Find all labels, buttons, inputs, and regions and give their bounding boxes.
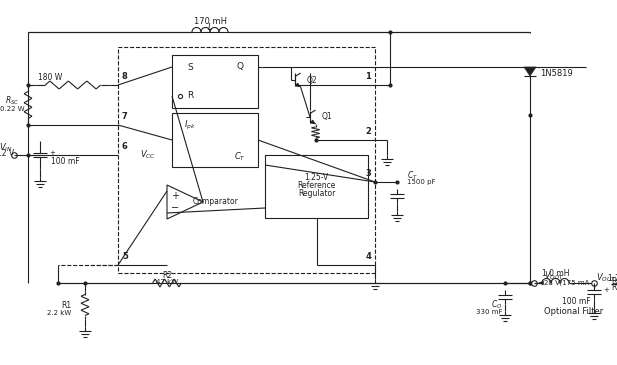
Text: +: +: [171, 191, 179, 201]
Text: 4: 4: [365, 252, 371, 261]
Text: 28 V/175 mA: 28 V/175 mA: [544, 280, 589, 286]
Text: 47 kW: 47 kW: [156, 279, 178, 285]
Text: 1: 1: [365, 72, 371, 81]
Text: $C_T$: $C_T$: [407, 170, 418, 182]
Text: $I_{pk}$: $I_{pk}$: [184, 119, 196, 131]
Text: Q: Q: [236, 62, 244, 72]
Text: R2: R2: [162, 272, 172, 280]
Bar: [265, 155, 368, 218]
Text: 100 mF: 100 mF: [51, 157, 80, 165]
Text: 2.2 kW: 2.2 kW: [47, 310, 71, 316]
Text: 6: 6: [122, 142, 128, 151]
Text: 1500 pF: 1500 pF: [407, 179, 436, 185]
Text: Q2: Q2: [307, 76, 318, 85]
Text: $C_T$: $C_T$: [234, 151, 246, 163]
Polygon shape: [167, 185, 203, 219]
Text: 170 mH: 170 mH: [194, 18, 226, 27]
Text: 1.0 mH: 1.0 mH: [542, 269, 569, 278]
Text: 3: 3: [365, 169, 371, 178]
Text: S: S: [187, 62, 193, 72]
Text: 7: 7: [122, 112, 128, 121]
Text: +: +: [49, 150, 55, 156]
Text: $V_{OUT}$: $V_{OUT}$: [596, 272, 616, 284]
Text: 180 W: 180 W: [38, 73, 62, 82]
Text: 1.25 (1  +: 1.25 (1 +: [608, 273, 617, 283]
Text: Optional Filter: Optional Filter: [544, 307, 603, 315]
Text: R2: R2: [611, 277, 617, 287]
Text: 0.22 W: 0.22 W: [0, 106, 24, 112]
Text: Regulator: Regulator: [298, 189, 335, 198]
Text: Q1: Q1: [322, 112, 333, 122]
Text: $V_{IN}$: $V_{IN}$: [0, 142, 13, 154]
Bar: [172, 113, 258, 167]
Text: 8: 8: [122, 72, 128, 81]
Text: 1N5819: 1N5819: [540, 69, 573, 78]
Text: 2: 2: [365, 127, 371, 136]
Bar: [172, 55, 258, 108]
Text: $R_{SC}$: $R_{SC}$: [5, 95, 19, 107]
Text: Comparator: Comparator: [193, 197, 239, 207]
Text: R1: R1: [61, 300, 71, 310]
Text: +: +: [603, 287, 609, 293]
Text: 5: 5: [122, 252, 128, 261]
Text: −: −: [171, 203, 179, 213]
Text: $C_O$: $C_O$: [491, 299, 502, 311]
Text: L: L: [208, 23, 212, 32]
Text: R: R: [187, 92, 193, 100]
Text: Reference: Reference: [297, 181, 336, 190]
Text: R1: R1: [611, 284, 617, 292]
Bar: [118, 47, 375, 273]
Text: 330 mF: 330 mF: [476, 309, 502, 315]
Text: 100 mF: 100 mF: [562, 296, 591, 306]
Text: $V_{OUT}$: $V_{OUT}$: [544, 270, 565, 282]
Text: 12 V: 12 V: [0, 150, 15, 158]
Text: $V_{CC}$: $V_{CC}$: [140, 149, 156, 161]
Text: 1.25-V: 1.25-V: [304, 173, 329, 182]
Polygon shape: [524, 67, 536, 76]
